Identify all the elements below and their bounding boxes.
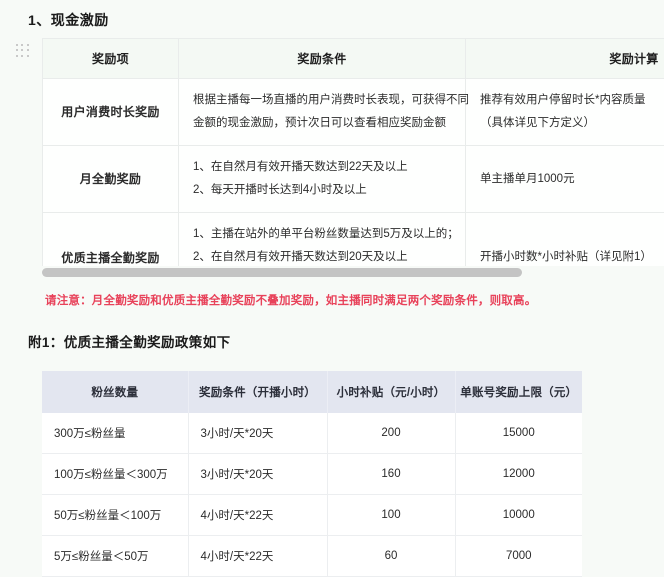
column-header-calculation: 奖励计算 — [466, 39, 664, 79]
reward-condition: 1、主播在站外的单平台粉丝数量达到5万及以上的； 2、在自然月有效开播天数达到2… — [179, 213, 466, 267]
cell-condition: 4小时/天*22天 — [188, 536, 327, 577]
drag-handle-icon[interactable] — [16, 44, 30, 58]
table-header-row: 奖励项 奖励条件 奖励计算 — [43, 39, 664, 79]
table-row: 300万≤粉丝量 3小时/天*20天 200 15000 — [42, 413, 582, 454]
appendix-title: 附1：优质主播全勤奖励政策如下 — [28, 331, 231, 351]
cell-condition: 4小时/天*22天 — [188, 495, 327, 536]
cell-hourly-subsidy: 100 — [327, 495, 455, 536]
reward-calculation: 单主播单月1000元 — [466, 146, 664, 213]
condition-line: 1、主播在站外的单平台粉丝数量达到5万及以上的； — [193, 223, 451, 246]
reward-condition: 1、在自然月有效开播天数达到22天及以上 2、每天开播时长达到4小时及以上 — [179, 146, 466, 213]
table-row: 用户消费时长奖励 根据主播每一场直播的用户消费时长表现，可获得不同 金额的现金激… — [43, 79, 664, 146]
reward-condition: 根据主播每一场直播的用户消费时长表现，可获得不同 金额的现金激励，预计次日可以查… — [179, 79, 466, 146]
reward-calculation: 推荐有效用户停留时长*内容质量 （具体详见下方定义） — [466, 79, 664, 146]
condition-line: 金额的现金激励，预计次日可以查看相应奖励金额 — [193, 112, 451, 135]
horizontal-scrollbar-thumb[interactable] — [42, 268, 522, 277]
drag-dot — [16, 49, 18, 51]
page-title: 1、现金激励 — [28, 10, 109, 30]
cash-incentive-table-scroll-area[interactable]: 奖励项 奖励条件 奖励计算 用户消费时长奖励 根据主播每一场直播的用户消费时长表… — [42, 38, 664, 266]
page-root: 1、现金激励 奖励项 奖励条件 奖励计算 用户消费时长奖 — [0, 0, 664, 539]
cell-condition: 3小时/天*20天 — [188, 413, 327, 454]
appendix-subsidy-table: 粉丝数量 奖励条件（开播小时） 小时补贴（元/小时） 单账号奖励上限（元） 30… — [42, 371, 582, 577]
cell-fan-count: 5万≤粉丝量＜50万 — [42, 536, 188, 577]
cash-incentive-table: 奖励项 奖励条件 奖励计算 用户消费时长奖励 根据主播每一场直播的用户消费时长表… — [42, 38, 664, 266]
column-header-condition: 奖励条件 — [179, 39, 466, 79]
column-header-fan-count: 粉丝数量 — [42, 371, 188, 413]
drag-dot — [16, 44, 18, 46]
cell-cap: 15000 — [455, 413, 582, 454]
table-row: 优质主播全勤奖励 1、主播在站外的单平台粉丝数量达到5万及以上的； 2、在自然月… — [43, 213, 664, 267]
calculation-line: 开播小时数*小时补贴（详见附1） — [480, 246, 664, 266]
drag-dot — [16, 55, 18, 57]
condition-line: 2、在自然月有效开播天数达到20天及以上 — [193, 246, 451, 266]
table-row: 月全勤奖励 1、在自然月有效开播天数达到22天及以上 2、每天开播时长达到4小时… — [43, 146, 664, 213]
calculation-line: 推荐有效用户停留时长*内容质量 — [480, 89, 664, 112]
cell-fan-count: 100万≤粉丝量＜300万 — [42, 454, 188, 495]
table-row: 100万≤粉丝量＜300万 3小时/天*20天 160 12000 — [42, 454, 582, 495]
drag-dot — [27, 49, 29, 51]
appendix-table-wrap: 粉丝数量 奖励条件（开播小时） 小时补贴（元/小时） 单账号奖励上限（元） 30… — [42, 371, 582, 577]
cell-cap: 10000 — [455, 495, 582, 536]
drag-dot — [21, 55, 23, 57]
column-header-item: 奖励项 — [43, 39, 179, 79]
column-header-cap: 单账号奖励上限（元） — [455, 371, 582, 413]
condition-line: 根据主播每一场直播的用户消费时长表现，可获得不同 — [193, 89, 451, 112]
cell-hourly-subsidy: 200 — [327, 413, 455, 454]
drag-dot — [21, 49, 23, 51]
condition-line: 2、每天开播时长达到4小时及以上 — [193, 179, 451, 202]
column-header-hourly-subsidy: 小时补贴（元/小时） — [327, 371, 455, 413]
drag-dot — [27, 44, 29, 46]
horizontal-scrollbar-track[interactable] — [42, 268, 664, 277]
condition-line: 1、在自然月有效开播天数达到22天及以上 — [193, 156, 451, 179]
drag-dot — [27, 55, 29, 57]
reward-item-name: 优质主播全勤奖励 — [43, 213, 179, 267]
column-header-condition: 奖励条件（开播小时） — [188, 371, 327, 413]
reward-item-name: 用户消费时长奖励 — [43, 79, 179, 146]
calculation-line: 单主播单月1000元 — [480, 168, 664, 191]
table-header-row: 粉丝数量 奖励条件（开播小时） 小时补贴（元/小时） 单账号奖励上限（元） — [42, 371, 582, 413]
cell-fan-count: 50万≤粉丝量＜100万 — [42, 495, 188, 536]
cell-cap: 7000 — [455, 536, 582, 577]
table-row: 5万≤粉丝量＜50万 4小时/天*22天 60 7000 — [42, 536, 582, 577]
cell-cap: 12000 — [455, 454, 582, 495]
drag-dot — [21, 44, 23, 46]
reward-item-name: 月全勤奖励 — [43, 146, 179, 213]
table-row: 50万≤粉丝量＜100万 4小时/天*22天 100 10000 — [42, 495, 582, 536]
notice-text: 请注意：月全勤奖励和优质主播全勤奖励不叠加奖励，如主播同时满足两个奖励条件，则取… — [45, 292, 536, 308]
cell-hourly-subsidy: 160 — [327, 454, 455, 495]
cell-hourly-subsidy: 60 — [327, 536, 455, 577]
calculation-line: （具体详见下方定义） — [480, 112, 664, 135]
cell-condition: 3小时/天*20天 — [188, 454, 327, 495]
reward-calculation: 开播小时数*小时补贴（详见附1） — [466, 213, 664, 267]
cell-fan-count: 300万≤粉丝量 — [42, 413, 188, 454]
